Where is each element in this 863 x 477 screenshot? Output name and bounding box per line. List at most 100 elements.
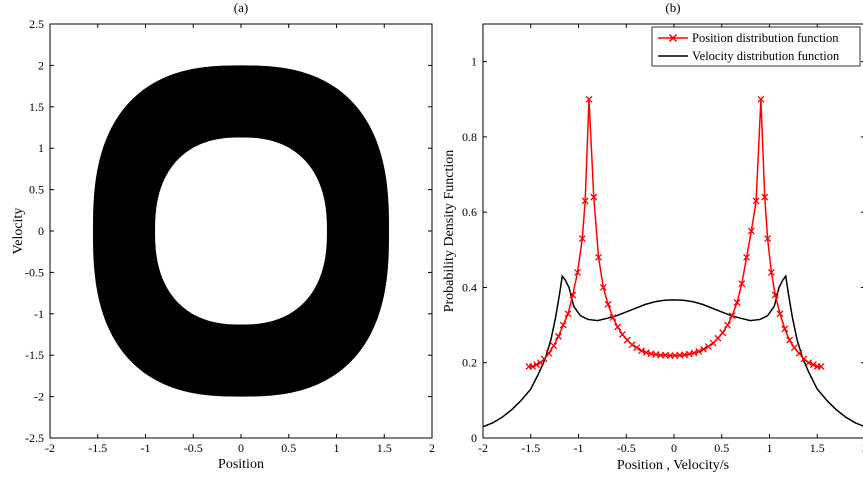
y-tick: 0.2 (462, 356, 863, 370)
x-tick-label: -1.5 (521, 441, 540, 455)
y-tick-label: 0.4 (462, 280, 477, 294)
data-point (540, 355, 548, 363)
panel-b: (b) -2-1.5-1-0.500.511.52 00.20.40.60.81… (442, 0, 863, 473)
legend-box (651, 26, 861, 67)
x-tick-label: -2 (45, 441, 55, 455)
x-tick-label: 0.5 (714, 441, 729, 455)
velocity-series-line (482, 274, 863, 428)
x-tick-label: 1 (767, 441, 773, 455)
y-tick: 0.5 (29, 183, 432, 197)
y-tick: 1.5 (29, 100, 432, 114)
data-point (590, 193, 598, 201)
data-point (795, 349, 803, 357)
data-point (564, 310, 572, 318)
y-tick: -1 (34, 307, 432, 321)
x-tick: 1.5 (377, 24, 392, 455)
data-point (550, 342, 558, 350)
y-tick: -0.5 (25, 265, 432, 279)
data-point (764, 235, 772, 242)
y-tick-label: -1.5 (25, 348, 44, 362)
data-point (700, 345, 708, 353)
y-tick: 2.5 (29, 17, 432, 31)
data-point (800, 355, 808, 363)
data-point (817, 363, 825, 370)
x-tick: -0.5 (184, 24, 203, 455)
legend-label-position: Position distribution function (692, 31, 839, 45)
panel-b-y-label: Probability Density Function (442, 150, 457, 313)
legend: Position distribution function Velocity … (651, 26, 861, 67)
phase-ring-fill (92, 65, 390, 397)
x-tick-label: -1 (141, 441, 151, 455)
data-point (638, 347, 645, 355)
y-tick: 2 (38, 58, 432, 72)
data-point (559, 321, 567, 329)
panel-a-title: (a) (234, 0, 248, 15)
x-tick-label: -0.5 (617, 441, 636, 455)
panel-a: (a) -2 -1.5 -1 -0.5 0 0.5 1 1.5 2 -2.5-2-1.5-1-0… (11, 0, 435, 472)
y-tick-label: 0 (471, 431, 477, 445)
y-tick-label: 0.8 (462, 130, 477, 144)
data-point (574, 268, 582, 276)
y-tick-label: 1 (38, 141, 44, 155)
x-tick: -0.5 (617, 24, 636, 455)
x-tick-label: 0 (671, 441, 677, 455)
panel-a-x-ticks: -2 -1.5 -1 -0.5 0 0.5 1 1.5 2 (45, 24, 435, 455)
y-tick-label: 1.5 (29, 100, 44, 114)
data-point (757, 95, 765, 103)
y-tick: 1 (471, 55, 863, 69)
y-tick-label: -0.5 (25, 265, 44, 279)
y-tick: -2 (34, 390, 432, 404)
data-point (569, 291, 577, 299)
x-tick-label: 1.5 (810, 441, 825, 455)
data-point (529, 363, 537, 370)
y-tick: -1.5 (25, 348, 432, 362)
x-tick-label: -1 (574, 441, 584, 455)
x-tick-label: 0 (238, 441, 244, 455)
y-tick: 0.4 (462, 280, 863, 294)
x-tick-label: -1.5 (88, 441, 107, 455)
data-point (618, 331, 626, 338)
x-tick: 0 (671, 24, 677, 455)
y-tick-label: 0.5 (29, 183, 44, 197)
data-point (633, 344, 641, 352)
data-point (695, 347, 703, 355)
x-tick: -1 (141, 24, 151, 455)
data-point (738, 280, 746, 288)
data-point (599, 283, 607, 291)
data-point (781, 325, 789, 333)
data-point (585, 95, 593, 103)
data-point (728, 312, 736, 320)
data-point (771, 291, 779, 299)
data-point (761, 193, 769, 201)
y-tick: 0 (38, 224, 432, 238)
legend-label-velocity: Velocity distribution function (692, 49, 840, 63)
x-tick: -2 (478, 24, 488, 455)
y-tick-label: 2.5 (29, 17, 44, 31)
panel-b-plot-area (482, 95, 863, 428)
x-tick-label: 1.5 (377, 441, 392, 455)
data-point (578, 235, 586, 242)
x-tick: 0.5 (714, 24, 729, 455)
x-tick: 1.5 (810, 24, 825, 455)
data-point (545, 349, 553, 357)
data-point (786, 336, 794, 344)
y-tick-label: 1 (471, 55, 477, 69)
x-tick: 0 (238, 24, 244, 455)
position-series (525, 95, 825, 370)
legend-marker-position (668, 33, 678, 43)
y-tick-label: 2 (38, 58, 44, 72)
y-tick: 0 (471, 431, 863, 445)
data-point (581, 197, 589, 205)
y-tick-label: -2.5 (25, 431, 44, 445)
data-point (776, 310, 784, 318)
y-tick: 0.6 (462, 205, 863, 219)
data-point (747, 227, 755, 235)
x-tick: 0.5 (281, 24, 296, 455)
y-tick-label: -1 (34, 307, 44, 321)
x-tick: -1.5 (88, 24, 107, 455)
panel-a-y-ticks: -2.5 -2 -1.5 -1 -0.5 0 0.5 1 1.5 2 2.5 (25, 17, 432, 445)
phase-portrait-ring (92, 65, 390, 397)
data-point (724, 321, 731, 329)
y-tick: -2.5 (25, 431, 432, 445)
